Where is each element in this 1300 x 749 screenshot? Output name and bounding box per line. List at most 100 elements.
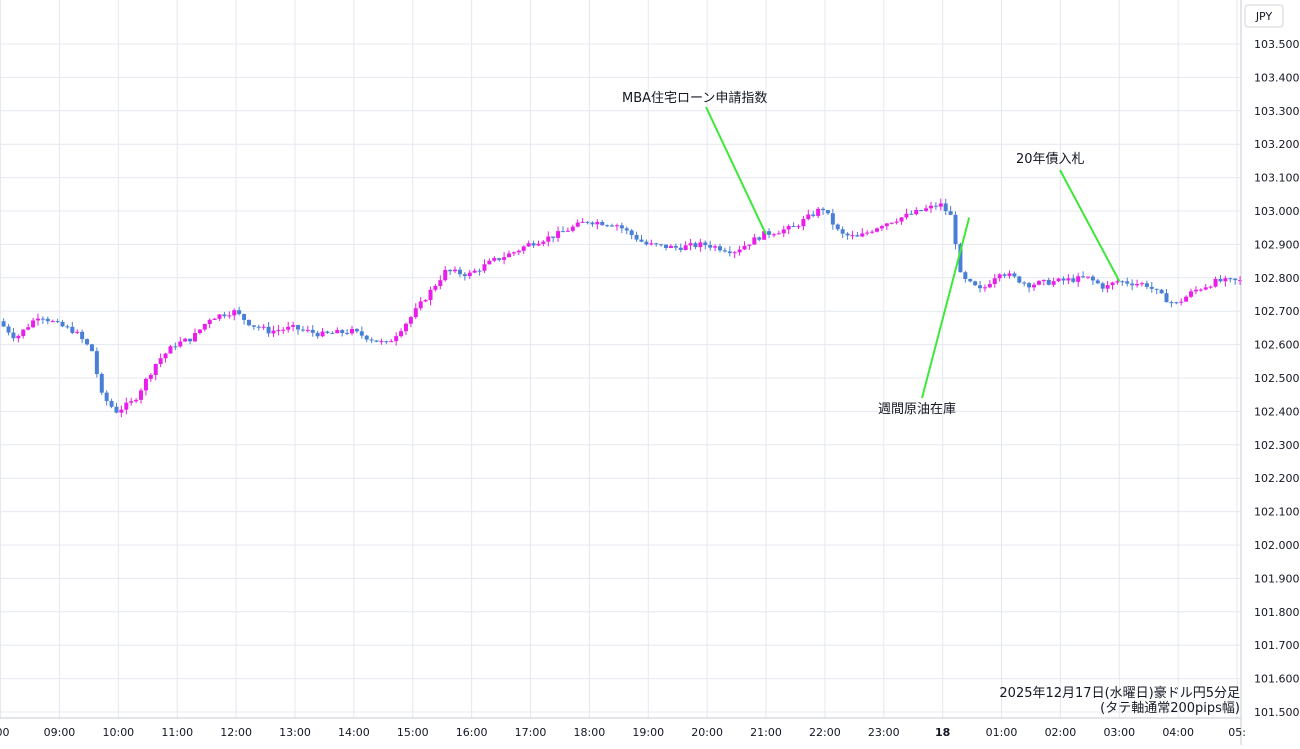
candle-body [315,332,320,337]
candle-body [1002,274,1007,276]
candle-body [119,409,124,413]
candle-body [698,242,703,248]
x-tick-label: 16:00 [456,726,488,739]
candle-body [251,325,256,327]
candle-body [1022,282,1027,284]
candle-body [443,269,448,281]
x-tick-label: 03:00 [1103,726,1135,739]
candle-body [943,203,948,212]
candle-body [796,226,801,228]
candle-body [124,402,129,410]
candle-body [335,330,340,334]
price-axis: 103.500 103.400 103.300 103.200 103.100 103.0… [1240,0,1300,745]
candle-body [26,327,31,330]
candle-body [639,239,644,242]
candle-body [649,243,654,245]
candle-body [875,228,880,232]
candle-body [340,330,345,333]
candle-body [1208,286,1213,288]
y-tick-label: 103.200 [1254,138,1300,151]
candle-body [973,281,978,286]
candle-body [948,211,953,215]
annotation-label-bond: 20年債入札 [1016,152,1085,167]
candle-body [271,330,276,334]
candle-body [801,219,806,227]
y-tick-label: 102.100 [1254,506,1300,519]
candle-body [497,258,502,260]
candle-body [992,278,997,285]
candle-body [1130,283,1135,286]
candle-body [978,285,983,289]
candle-body [173,346,178,348]
candle-body [389,341,394,343]
candle-body [556,231,561,238]
candle-body [114,406,119,413]
candle-body [1071,278,1076,282]
candle-body [55,321,60,323]
candle-body [870,231,875,233]
candle-body [624,228,629,231]
candle-body [600,222,605,226]
candle-body [40,318,45,320]
candle-body [492,258,497,261]
candle-body [281,329,286,331]
candle-body [188,338,193,342]
caption-line-1: 2025年12月17日(水曜日)豪ドル円5分足 [999,685,1240,701]
candle-body [1135,284,1140,286]
currency-label: JPY [1255,10,1273,23]
candle-body [178,341,183,347]
candle-body [899,217,904,222]
candle-body [958,244,963,273]
candle-body [541,241,546,244]
candle-body [6,326,11,333]
annotations: MBA住宅ローン申請指数 週間原油在庫 20年債入札 [622,91,1121,417]
candle-body [384,341,389,343]
candle-body [821,208,826,211]
candle-body [595,222,600,225]
candle-body [129,401,134,403]
candle-body [575,222,580,227]
y-tick-label: 103.000 [1254,205,1300,218]
candle-body [678,247,683,251]
candle-body [232,310,237,316]
candle-body [1179,301,1184,303]
candle-body [830,213,835,225]
candle-body [207,319,212,324]
candle-body [35,318,40,321]
candle-body [163,353,168,359]
candle-body [762,231,767,240]
y-tick-label: 101.700 [1254,639,1300,652]
candle-body [1032,284,1037,288]
currency-badge[interactable]: JPY [1244,4,1284,28]
candle-body [1056,278,1061,282]
x-tick-label: 09:00 [44,726,76,739]
candle-body [237,310,242,315]
candle-body [438,280,443,286]
candle-body [80,331,85,340]
x-tick-label: 17:00 [515,726,547,739]
candle-body [570,226,575,231]
candle-body [482,264,487,271]
candle-body [403,323,408,332]
candle-body [291,325,296,327]
y-tick-label: 101.900 [1254,572,1300,585]
x-tick-label: 21:00 [750,726,782,739]
candle-body [320,331,325,337]
candle-body [261,326,266,328]
candle-body [727,251,732,254]
candle-body [192,333,197,342]
candle-body [884,223,889,227]
candle-body [99,373,104,393]
candle-body [296,325,301,330]
candle-body [914,210,919,215]
candle-body [722,250,727,252]
candle-body [94,351,99,374]
candle-body [286,326,291,330]
candle-body [963,272,968,280]
candle-body [619,225,624,229]
candle-body [1115,281,1120,283]
candle-body [585,221,590,223]
candle-body [50,321,55,323]
candle-body [310,329,315,333]
candle-body [1041,279,1046,282]
